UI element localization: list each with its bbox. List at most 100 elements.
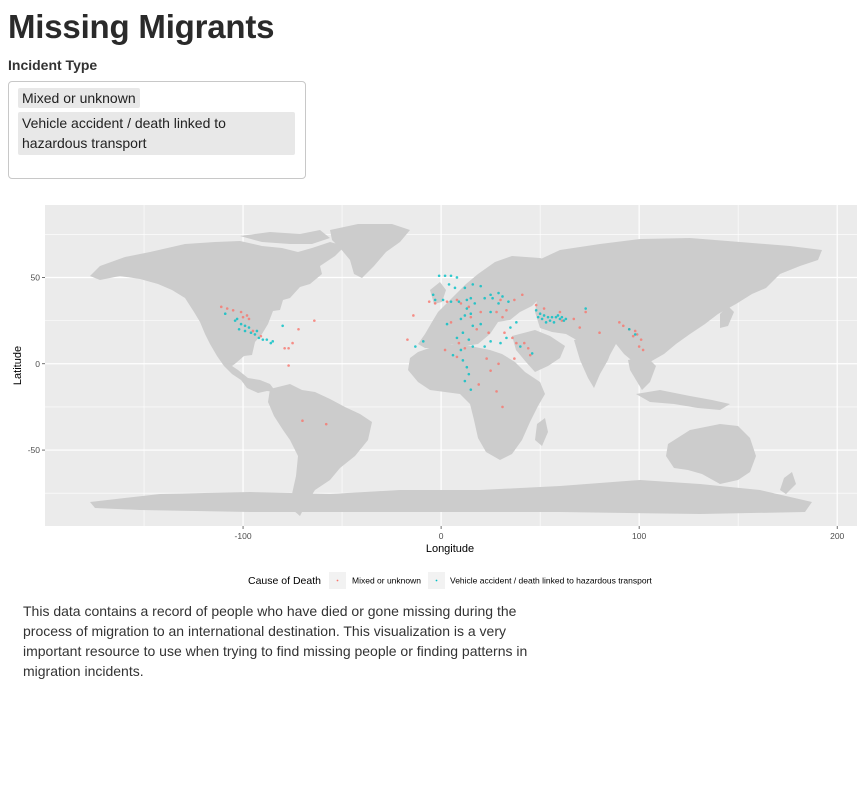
selected-option-mixed-or-unknown[interactable]: Mixed or unknown	[18, 88, 140, 108]
data-point	[283, 346, 286, 350]
data-point	[457, 341, 461, 345]
data-point	[497, 291, 500, 295]
data-point	[271, 340, 275, 343]
land-australia	[666, 424, 756, 484]
land-japan	[720, 306, 734, 328]
data-point	[231, 308, 235, 312]
legend: Cause of Death Mixed or unknown Vehicle ac…	[248, 572, 652, 589]
data-point	[247, 326, 251, 329]
data-point	[441, 298, 445, 302]
incident-type-multiselect[interactable]: Mixed or unknown Vehicle accident / deat…	[8, 81, 306, 179]
data-point	[443, 274, 447, 278]
data-point	[449, 300, 453, 303]
data-point	[513, 357, 516, 360]
data-point	[513, 298, 516, 302]
data-point	[297, 327, 300, 331]
data-point	[245, 314, 249, 317]
data-point	[479, 284, 483, 288]
data-point	[265, 338, 269, 341]
data-point	[556, 314, 560, 317]
x-tick-label: 0	[439, 531, 444, 541]
x-tick-label: -100	[235, 531, 252, 541]
data-point	[584, 310, 587, 314]
data-point	[463, 314, 467, 317]
land-indonesia	[636, 390, 730, 410]
data-point	[455, 276, 459, 279]
data-point	[489, 293, 492, 297]
data-point	[443, 348, 447, 352]
data-point	[558, 317, 562, 321]
data-point	[534, 303, 538, 307]
data-point	[534, 308, 538, 312]
data-point	[564, 317, 568, 321]
data-point	[485, 357, 488, 360]
land-greenland	[330, 224, 410, 278]
data-point	[461, 331, 465, 335]
legend-title: Cause of Death	[248, 575, 321, 587]
data-point	[471, 345, 475, 348]
selected-option-vehicle-accident[interactable]: Vehicle accident / death linked to hazar…	[18, 112, 295, 155]
data-point	[261, 338, 265, 341]
data-point	[635, 333, 639, 336]
y-axis-title: Latitude	[12, 346, 24, 385]
data-point	[437, 274, 441, 278]
data-point	[414, 345, 417, 348]
page-title: Missing Migrants	[8, 8, 275, 45]
data-point	[475, 327, 479, 331]
description-text: This data contains a record of people wh…	[23, 603, 528, 679]
data-point	[633, 329, 637, 333]
legend-label: Mixed or unknown	[352, 576, 421, 586]
data-point	[487, 331, 490, 335]
data-point	[598, 331, 601, 335]
legend-key-point	[435, 579, 438, 582]
data-point	[495, 390, 498, 393]
data-point	[455, 336, 459, 340]
data-point	[463, 346, 467, 350]
data-point	[223, 312, 227, 316]
y-tick-label: -50	[28, 445, 41, 455]
data-point	[554, 315, 558, 319]
data-point	[544, 321, 548, 324]
data-point	[497, 302, 500, 305]
data-point	[287, 364, 290, 367]
land-new-zealand	[780, 472, 796, 494]
data-point	[251, 329, 255, 333]
data-point	[324, 422, 328, 426]
data-point	[489, 310, 492, 314]
data-point	[287, 346, 290, 350]
data-point	[483, 296, 486, 300]
data-point	[511, 336, 514, 340]
data-point	[584, 307, 587, 310]
data-point	[235, 317, 239, 321]
data-point	[495, 310, 498, 314]
data-point	[526, 346, 530, 350]
legend-key-point	[336, 579, 339, 582]
data-point	[301, 419, 304, 423]
data-point	[459, 302, 463, 305]
data-point	[239, 322, 243, 326]
data-point	[249, 331, 253, 335]
data-point	[501, 295, 504, 298]
data-point	[469, 315, 473, 319]
land-india	[574, 336, 614, 388]
land-uk	[430, 282, 446, 304]
data-point	[467, 372, 471, 376]
data-point	[501, 405, 504, 409]
data-point	[528, 353, 532, 357]
data-point	[243, 324, 247, 328]
land-africa	[408, 344, 545, 460]
data-point	[447, 283, 451, 286]
data-point	[641, 348, 645, 352]
data-point	[578, 326, 582, 329]
data-point	[538, 312, 542, 316]
data-point	[445, 322, 449, 326]
data-point	[281, 324, 284, 328]
data-point	[421, 340, 425, 343]
data-point	[406, 338, 409, 341]
data-point	[465, 307, 469, 310]
data-point	[505, 308, 508, 312]
data-point	[269, 341, 273, 345]
data-point	[477, 383, 481, 386]
data-point	[225, 307, 229, 310]
data-point	[467, 338, 471, 341]
